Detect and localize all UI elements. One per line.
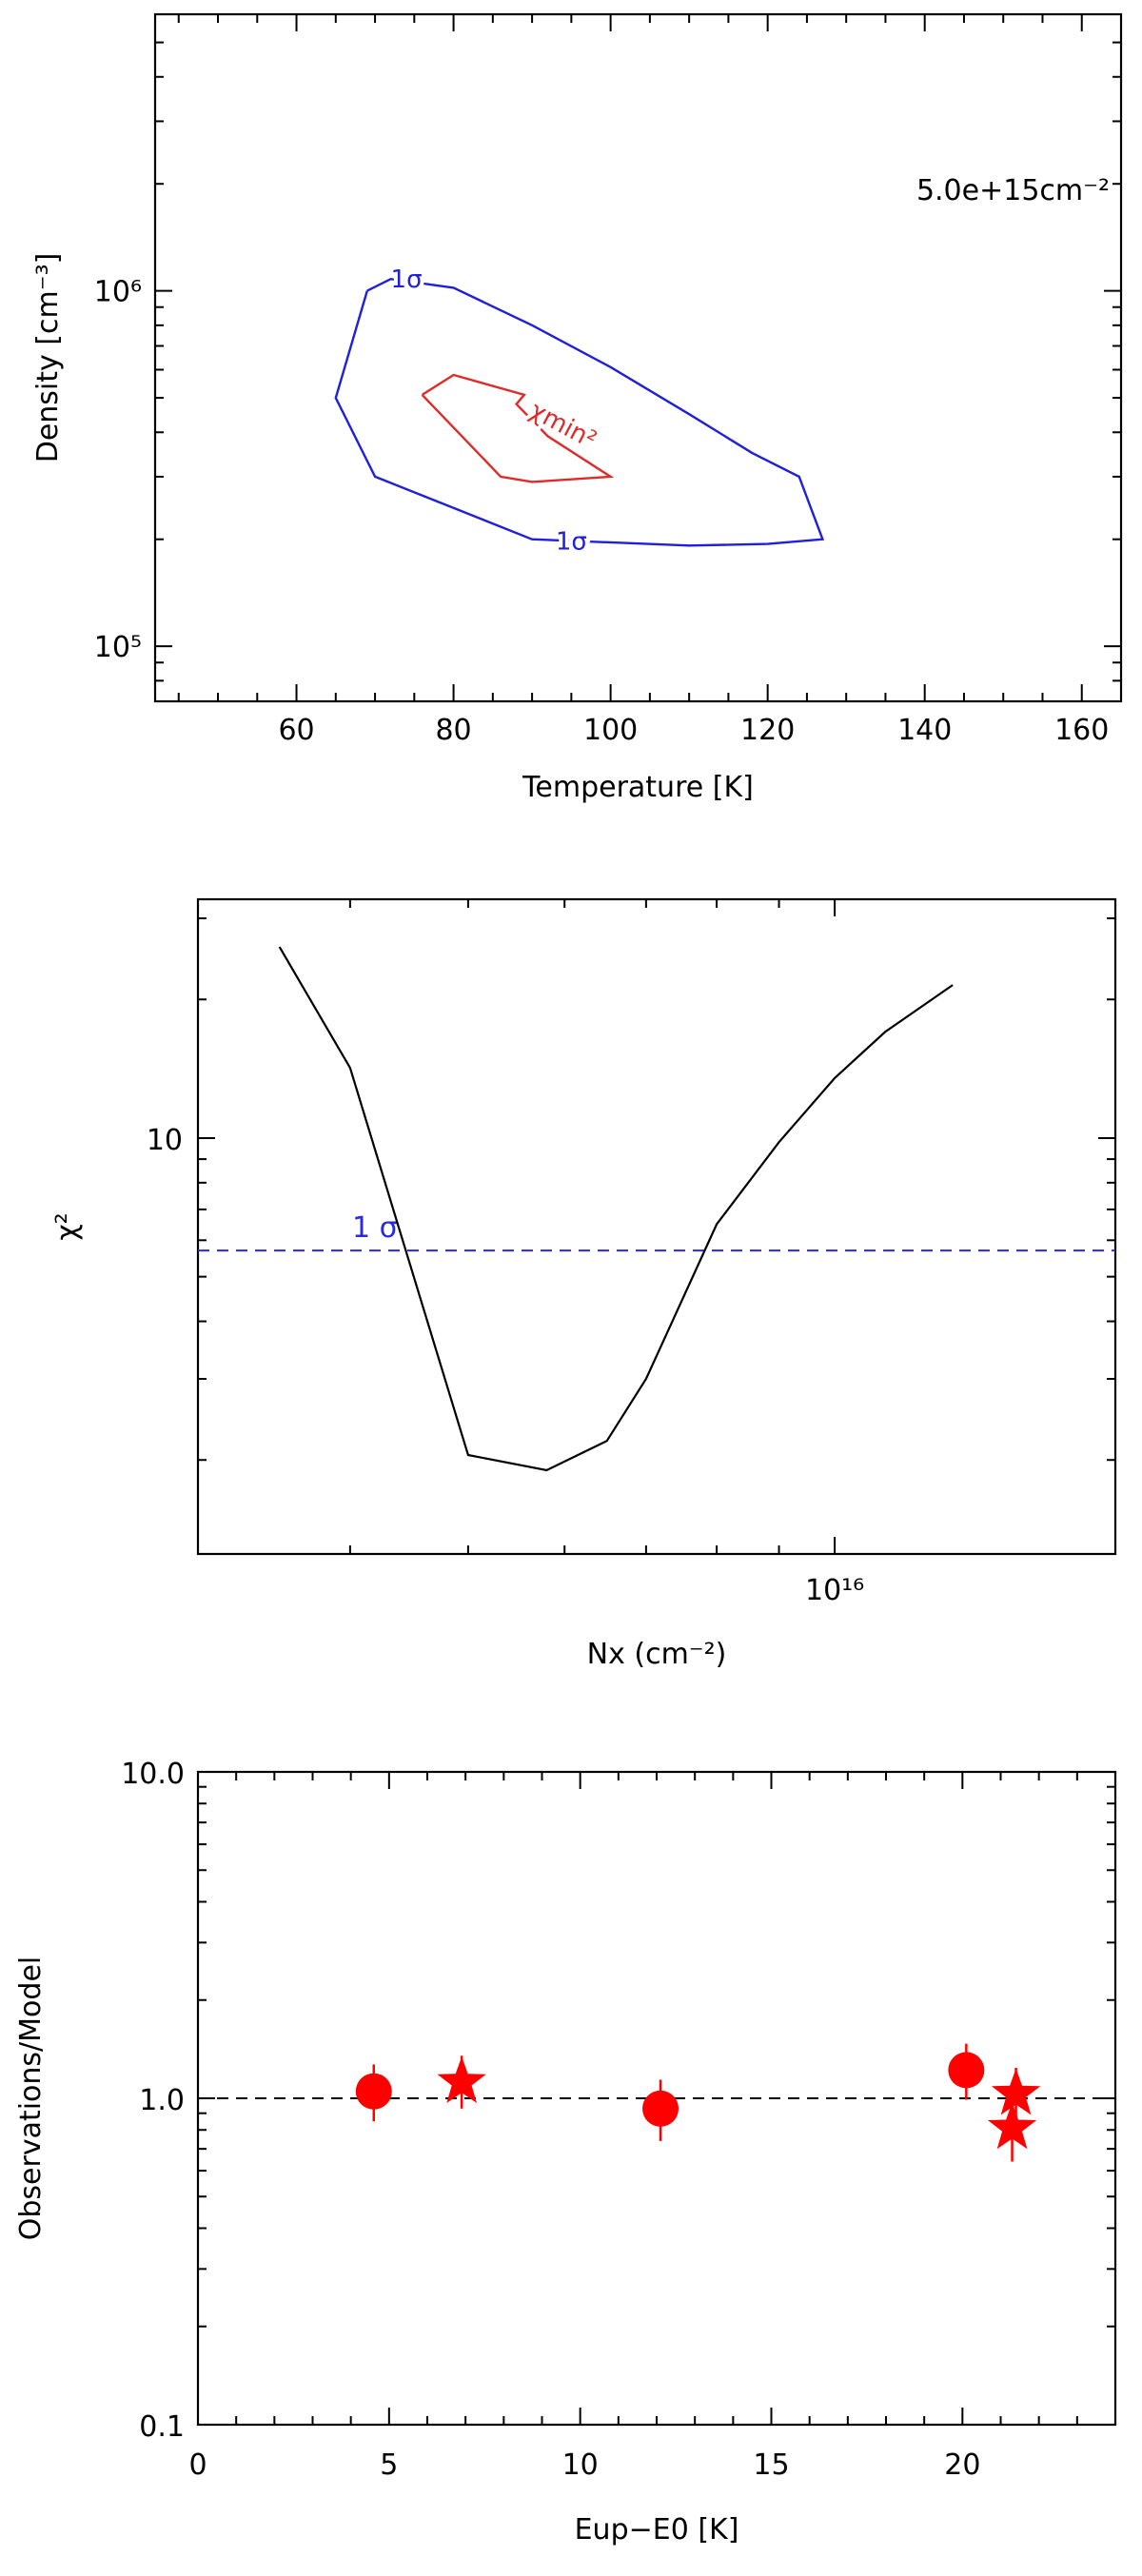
data-point-circle: [642, 2090, 679, 2127]
observations-model-chart: 0 5 10 15 20 0.1 1.0 10.0 Eup−E0 [K] Observations…: [14, 1758, 1117, 2547]
y-tick-label: 10: [147, 1124, 183, 1157]
plot-frame: [153, 12, 1123, 703]
one-sigma-label: 1 σ: [352, 1211, 398, 1245]
chi-square-curve: [278, 946, 954, 1472]
contour-1sigma: [334, 277, 825, 547]
x-tick-label: 20: [944, 2448, 980, 2482]
x-axis-label: Eup−E0 [K]: [575, 2513, 739, 2547]
y-axis-label: χ²: [50, 1212, 84, 1240]
data-point-star: [991, 2068, 1041, 2115]
data-point-star: [987, 2102, 1037, 2150]
y-tick-label: 10.0: [121, 1758, 185, 1791]
column-density-annotation: 5.0e+15cm⁻²: [916, 174, 1110, 207]
x-tick-label: 15: [753, 2448, 789, 2482]
contour-chart: 60 80 100 120 140 160 10⁵ 10⁶ Temperature [K] Den…: [31, 12, 1123, 804]
x-tick-label: 5: [380, 2448, 398, 2482]
x-tick-label: 60: [278, 714, 314, 747]
x-tick-label: 0: [188, 2448, 207, 2482]
contour-chi-min: [421, 373, 615, 483]
y-axis-label: Density [cm⁻³]: [31, 253, 65, 463]
y-tick-label: 0.1: [139, 2410, 185, 2444]
y-tick-label: 10⁵: [94, 631, 142, 664]
x-tick-label: 10: [562, 2448, 599, 2482]
x-tick-label: 160: [1054, 714, 1109, 747]
x-tick-label: 120: [740, 714, 795, 747]
y-tick-label: 10⁶: [94, 276, 142, 309]
data-point-star: [437, 2056, 486, 2103]
x-axis-label: Temperature [K]: [522, 771, 754, 804]
chi-square-chart: 10¹⁶ 10 Nx (cm⁻²) χ² 1 σ: [50, 897, 1117, 1671]
x-tick-label: 100: [583, 714, 638, 747]
contour-label-1sigma: 1σ: [556, 527, 587, 556]
x-axis-label: Nx (cm⁻²): [587, 1638, 727, 1671]
data-point-circle: [355, 2073, 392, 2110]
y-tick-label: 1.0: [139, 2084, 185, 2117]
x-tick-label: 140: [897, 714, 952, 747]
x-tick-label: 10¹⁶: [805, 1574, 864, 1607]
contour-label-1sigma: 1σ: [391, 265, 423, 294]
x-tick-label: 80: [435, 714, 471, 747]
data-point-circle: [948, 2052, 985, 2089]
y-axis-label: Observations/Model: [14, 1957, 48, 2241]
plot-frame: [196, 897, 1117, 1556]
